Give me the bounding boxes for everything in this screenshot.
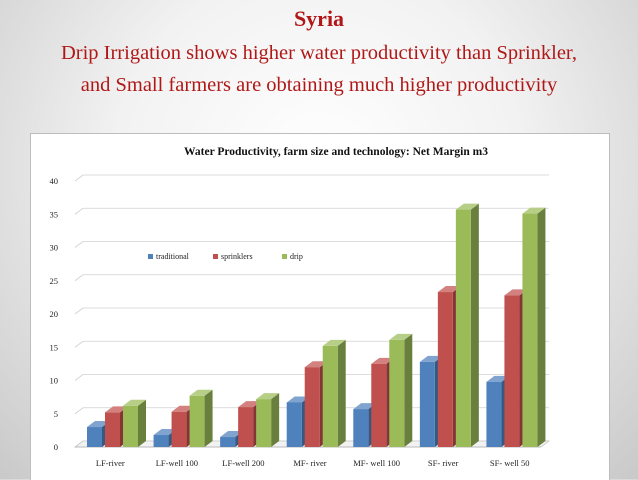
legend-label-drip: drip: [290, 252, 303, 261]
gridline-depth: [74, 174, 84, 182]
bar-side: [404, 333, 413, 447]
bar-front: [522, 213, 538, 447]
bar-front: [87, 427, 102, 447]
bar-front: [504, 295, 520, 447]
legend-label-sprinklers: sprinklers: [221, 252, 253, 261]
slide-subtitle-line-2: and Small farmers are obtaining much hig…: [80, 74, 558, 96]
bar-top: [304, 361, 328, 368]
x-tick-label: MF- river: [293, 458, 326, 468]
x-tick-label: SF- well 50: [490, 458, 530, 468]
x-axis-labels: LF-river LF-well 100 LF-well 200 MF- river M…: [96, 458, 530, 468]
gridline-depth: [74, 340, 84, 348]
bar-drip: [522, 207, 546, 447]
bar-side: [537, 207, 546, 447]
bar-front: [189, 395, 205, 447]
bar-front: [105, 412, 120, 447]
chart-title: Water Productivity, farm size and techno…: [184, 146, 488, 158]
bar-front: [371, 363, 387, 447]
bar-front: [220, 437, 236, 447]
bar-front: [455, 209, 471, 447]
bar-top: [286, 396, 310, 403]
gridline-depth: [74, 241, 84, 248]
gridline-depth: [74, 407, 84, 415]
bar-front: [322, 345, 338, 447]
slide-subtitle-line-1: Drip Irrigation shows higher water produ…: [60, 42, 578, 64]
y-tick-label: 35: [50, 209, 59, 219]
x-tick-label: LF-river: [96, 458, 125, 468]
bar-front: [153, 435, 169, 447]
bar-top: [371, 357, 395, 364]
legend-swatch-sprinklers: [213, 254, 218, 259]
x-tick-label: MF- well 100: [353, 458, 400, 468]
bar-side: [470, 203, 479, 447]
bar-front: [304, 367, 320, 447]
gridline-depth: [74, 307, 84, 315]
y-tick-label: 20: [50, 309, 59, 319]
bar-drip: [189, 389, 213, 447]
bar-front: [171, 411, 187, 447]
bar-front: [486, 381, 502, 447]
legend-swatch-traditional: [148, 254, 153, 259]
slide-title: Syria: [293, 6, 345, 31]
bar-top: [256, 393, 280, 400]
bar-front: [256, 399, 272, 447]
legend-swatch-drip: [282, 254, 287, 259]
bar-front: [389, 339, 405, 447]
legend: traditional sprinklers drip: [148, 252, 303, 261]
x-tick-label: LF-well 200: [222, 458, 264, 468]
bar-top: [522, 207, 546, 214]
bar-side: [138, 399, 146, 447]
bar-top: [437, 286, 461, 293]
bar-top: [87, 421, 110, 428]
y-tick-label: 25: [50, 276, 59, 286]
bar-front: [123, 405, 138, 447]
bar-drip: [389, 333, 413, 447]
bar-top: [105, 406, 128, 413]
y-tick-label: 15: [50, 342, 59, 352]
bar-front: [238, 407, 254, 447]
y-tick-label: 5: [54, 409, 58, 419]
y-tick-label: 40: [50, 176, 59, 186]
y-tick-label: 10: [50, 376, 59, 386]
bar-top: [504, 289, 528, 296]
y-tick-label: 0: [54, 442, 58, 452]
bar-top: [220, 431, 244, 438]
bar-top: [171, 405, 195, 412]
gridline-depth: [74, 207, 84, 215]
bar-chart: Water Productivity, farm size and techno…: [50, 146, 551, 468]
bar-top: [389, 333, 413, 340]
bar-front: [353, 409, 369, 447]
bar-top: [322, 339, 346, 346]
bar-top: [238, 401, 262, 408]
bar-front: [419, 361, 435, 447]
bar-top: [153, 429, 177, 436]
bar-front: [286, 402, 302, 447]
bars: [87, 203, 546, 447]
bar-top: [189, 389, 213, 396]
bar-top: [419, 355, 443, 362]
bar-side: [337, 339, 346, 447]
bar-top: [123, 399, 146, 406]
chart-container: Water Productivity, farm size and techno…: [30, 133, 610, 480]
bar-top: [455, 203, 479, 210]
gridline-depth: [74, 274, 84, 282]
x-tick-label: SF- river: [428, 458, 459, 468]
bar-drip: [455, 203, 479, 447]
gridline-depth: [74, 374, 84, 381]
y-axis-ticks: 0 5 10 15 20 25 30 35 40: [50, 176, 59, 452]
bar-side: [204, 389, 213, 447]
bar-side: [271, 393, 280, 447]
bar-drip: [123, 399, 146, 447]
y-tick-label: 30: [50, 243, 59, 253]
x-tick-label: LF-well 100: [156, 458, 198, 468]
bar-drip: [322, 339, 346, 447]
legend-label-traditional: traditional: [156, 252, 190, 261]
bar-top: [486, 375, 510, 382]
bar-top: [353, 403, 377, 410]
bar-front: [437, 292, 453, 447]
bar-drip: [256, 393, 280, 447]
